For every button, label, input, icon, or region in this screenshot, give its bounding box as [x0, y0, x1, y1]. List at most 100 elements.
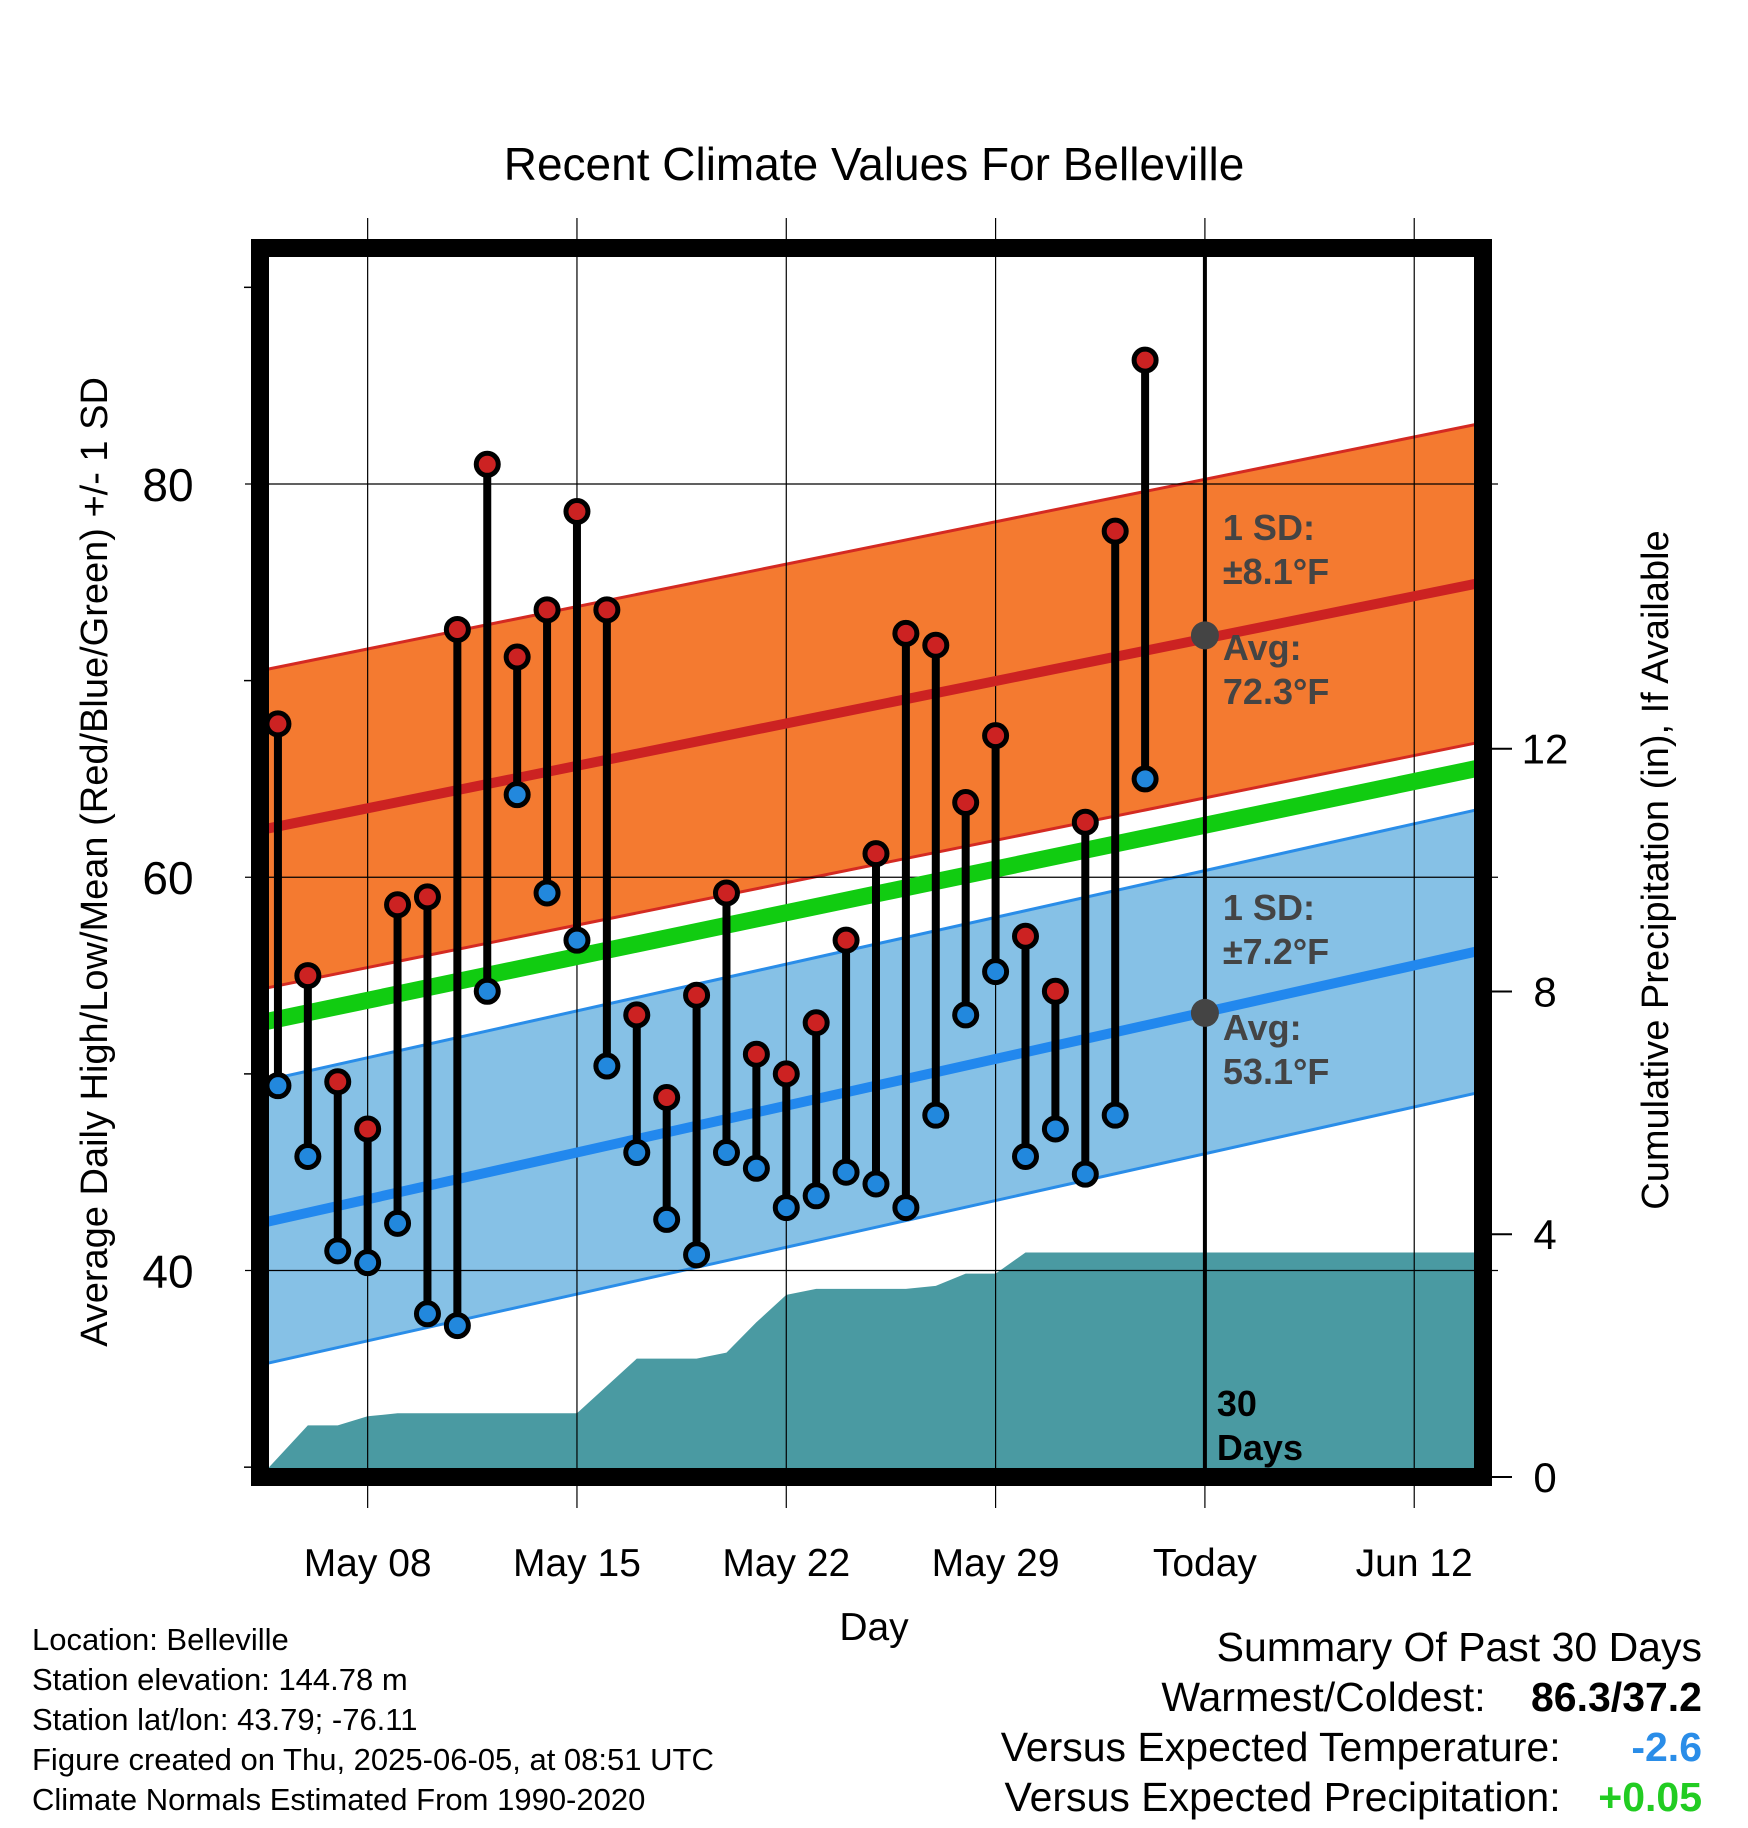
high-sd-annotation: ±8.1°F — [1223, 551, 1329, 592]
summary-warmest-row: Warmest/Coldest: 86.3/37.2 — [1001, 1672, 1702, 1722]
chart-title: Recent Climate Values For Belleville — [504, 138, 1245, 190]
grid-lines — [244, 218, 1512, 1508]
low-point — [324, 1237, 352, 1265]
today-low-avg-marker — [1190, 998, 1219, 1027]
low-point — [593, 1052, 621, 1080]
low-point — [623, 1139, 651, 1167]
precip-value: +0.05 — [1598, 1774, 1702, 1820]
low-point — [1101, 1101, 1129, 1129]
high-sd-annotation: 1 SD: — [1223, 507, 1315, 548]
summary-panel: Summary Of Past 30 Days Warmest/Coldest:… — [1001, 1622, 1702, 1822]
low-point — [1071, 1160, 1099, 1188]
low-point — [264, 1072, 292, 1100]
precip-label: Versus Expected Precipitation: — [1004, 1774, 1561, 1820]
low-point — [533, 879, 561, 907]
x-axis-label: Day — [839, 1606, 909, 1649]
high-avg-annotation: 72.3°F — [1223, 671, 1329, 712]
low-point — [952, 1001, 980, 1029]
x-tick-label: May 08 — [304, 1542, 432, 1585]
high-point — [264, 710, 292, 738]
low-point — [1131, 765, 1159, 793]
low-point — [1041, 1115, 1069, 1143]
high-point — [1101, 517, 1129, 545]
summary-temp-row: Versus Expected Temperature: -2.6 — [1001, 1722, 1702, 1772]
high-point — [384, 891, 412, 919]
normal-high-line — [259, 577, 1484, 835]
high-point — [413, 883, 441, 911]
high-point — [563, 497, 591, 525]
high-point — [653, 1083, 681, 1111]
low-point — [1011, 1142, 1039, 1170]
high-point — [712, 879, 740, 907]
high-point — [952, 789, 980, 817]
low-point — [862, 1170, 890, 1198]
precipitation-area — [260, 1252, 1483, 1477]
latlon-text: Station lat/lon: 43.79; -76.11 — [32, 1702, 418, 1737]
high-point — [473, 450, 501, 478]
high-point — [533, 596, 561, 624]
low-point — [294, 1142, 322, 1170]
low-point — [384, 1209, 412, 1237]
low-point — [503, 781, 531, 809]
low-avg-annotation: Avg: — [1223, 1007, 1302, 1048]
x-tick-label: May 22 — [722, 1542, 850, 1585]
low-avg-annotation: 53.1°F — [1223, 1051, 1329, 1092]
precip-tick-label: 12 — [1522, 726, 1569, 773]
high-point — [503, 643, 531, 671]
low-point — [413, 1300, 441, 1328]
y-tick-label: 60 — [142, 852, 193, 904]
high-point — [802, 1009, 830, 1037]
precip-tick-label: 8 — [1533, 968, 1556, 1015]
window-label: 30 — [1217, 1383, 1257, 1424]
created-text: Figure created on Thu, 2025-06-05, at 08… — [32, 1742, 714, 1777]
low-point — [354, 1249, 382, 1277]
warmest-label: Warmest/Coldest: — [1161, 1674, 1486, 1720]
elevation-text: Station elevation: 144.78 m — [32, 1662, 408, 1697]
low-sd-band-upper-edge — [259, 806, 1484, 1084]
plot-frame — [251, 239, 1492, 1486]
low-point — [982, 958, 1010, 986]
high-point — [294, 962, 322, 990]
location-text: Location: Belleville — [32, 1622, 289, 1657]
precip-tick-label: 4 — [1533, 1211, 1556, 1258]
low-point — [653, 1205, 681, 1233]
summary-precip-row: Versus Expected Precipitation: +0.05 — [1001, 1772, 1703, 1822]
low-sd-annotation: ±7.2°F — [1223, 931, 1329, 972]
temp-value: -2.6 — [1631, 1724, 1702, 1770]
precip-tick-label: 0 — [1533, 1454, 1556, 1501]
high-point — [742, 1040, 770, 1068]
high-point — [1011, 922, 1039, 950]
high-point — [1131, 346, 1159, 374]
low-point — [712, 1139, 740, 1167]
high-point — [443, 615, 471, 643]
y-tick-label: 40 — [142, 1246, 193, 1298]
y-axis-label-left: Average Daily High/Low/Mean (Red/Blue/Gr… — [74, 377, 116, 1347]
high-point — [982, 722, 1010, 750]
x-tick-label: May 29 — [932, 1542, 1060, 1585]
high-point — [892, 619, 920, 647]
precip-fill — [260, 1252, 1483, 1477]
low-point — [802, 1182, 830, 1210]
normal-lines — [258, 243, 1485, 1477]
low-point — [832, 1158, 860, 1186]
low-point — [892, 1194, 920, 1222]
window-label: Days — [1217, 1427, 1303, 1468]
low-point — [563, 926, 591, 954]
high-point — [1071, 808, 1099, 836]
high-point — [862, 840, 890, 868]
plot-border — [251, 239, 1492, 1486]
low-point — [922, 1101, 950, 1129]
x-tick-label: Today — [1153, 1542, 1258, 1585]
normal-mean-line — [258, 758, 1485, 1032]
y-tick-label: 80 — [142, 459, 193, 511]
high-point — [354, 1115, 382, 1143]
low-sd-annotation: 1 SD: — [1223, 887, 1315, 928]
low-point — [683, 1241, 711, 1269]
station-info: Location: Belleville Station elevation: … — [32, 1620, 714, 1820]
high-point — [772, 1060, 800, 1088]
y-axis-label-right: Cumulative Precipitation (in), If Availa… — [1635, 530, 1677, 1209]
high-point — [922, 631, 950, 659]
high-point — [623, 1001, 651, 1029]
x-tick-label: May 15 — [513, 1542, 641, 1585]
